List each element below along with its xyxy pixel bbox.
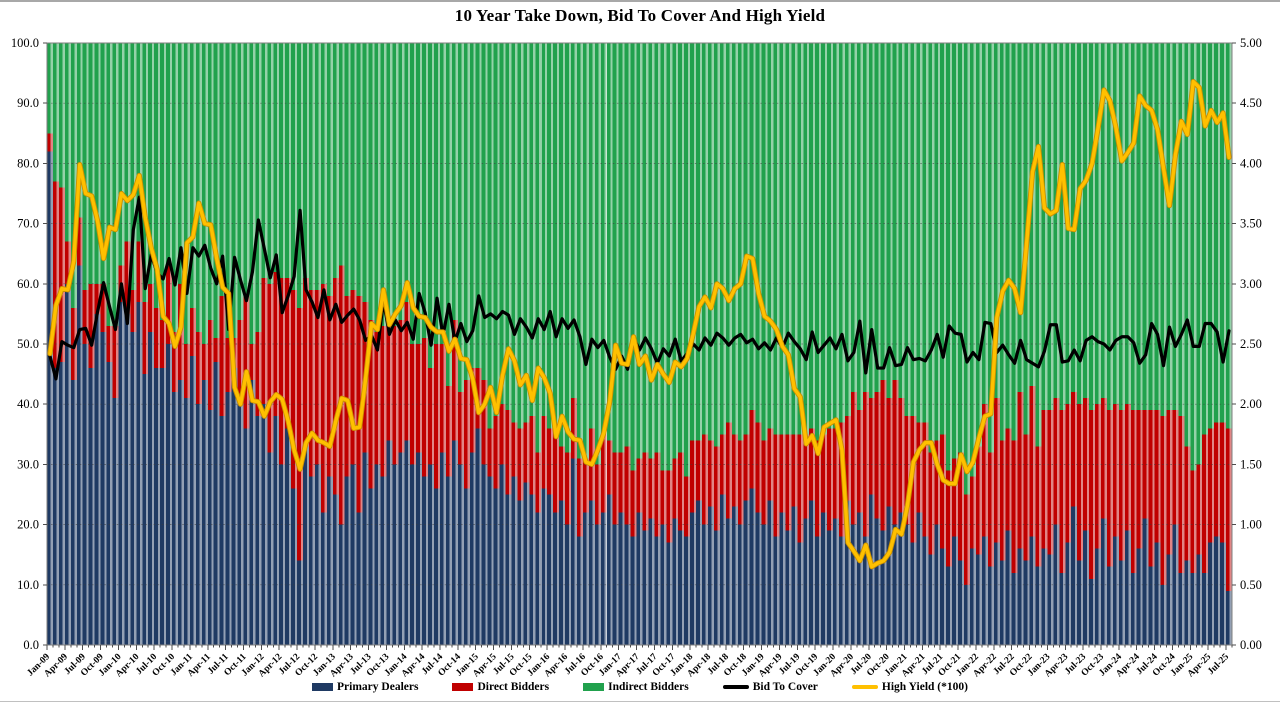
- svg-text:1.50: 1.50: [1240, 457, 1262, 471]
- primary-dealers-swatch: [312, 683, 334, 691]
- svg-text:2.50: 2.50: [1240, 337, 1262, 351]
- direct-bidders-label: Direct Bidders: [477, 681, 550, 693]
- svg-text:20.0: 20.0: [17, 518, 39, 532]
- svg-text:40.0: 40.0: [17, 397, 39, 411]
- bid-to-cover-label: Bid To Cover: [752, 681, 818, 693]
- svg-text:4.00: 4.00: [1240, 156, 1262, 170]
- legend-item-high-yield-100: High Yield (*100): [851, 681, 968, 693]
- high-yield-100-swatch: [851, 685, 878, 689]
- high-yield-line: [48, 79, 1231, 569]
- legend-item-bid-to-cover: Bid To Cover: [722, 681, 818, 693]
- axis-ticks: [43, 42, 1236, 650]
- svg-text:0.00: 0.00: [1240, 638, 1262, 652]
- svg-text:2.00: 2.00: [1240, 397, 1262, 411]
- svg-text:30.0: 30.0: [17, 457, 39, 471]
- chart-title: 10 Year Take Down, Bid To Cover And High…: [454, 6, 826, 25]
- legend-item-direct-bidders: Direct Bidders: [452, 681, 549, 693]
- bid-to-cover-line: [48, 195, 1231, 381]
- legend-item-indirect-bidders: Indirect Bidders: [583, 681, 689, 693]
- window-bottom-edge: [0, 701, 1280, 702]
- left-axis-labels: 100.0 90.0 80.0 70.0 60.0 50.0 40.0 30.0 20.0 10.…: [11, 36, 39, 652]
- high-yield-100-label: High Yield (*100): [881, 681, 968, 693]
- svg-text:Jul-25: Jul-25: [1206, 652, 1231, 677]
- direct-bidders-swatch: [452, 683, 474, 691]
- svg-text:70.0: 70.0: [17, 217, 39, 231]
- indirect-bidders-label: Indirect Bidders: [608, 681, 689, 693]
- svg-text:0.50: 0.50: [1240, 578, 1262, 592]
- svg-text:1.00: 1.00: [1240, 518, 1262, 532]
- svg-text:80.0: 80.0: [17, 156, 39, 170]
- x-axis-labels: Jan-09Apr-09Jul-09Oct-09Jan-10Apr-10Jul-…: [26, 652, 1232, 680]
- svg-text:5.00: 5.00: [1240, 36, 1262, 50]
- indirect-bidders-swatch: [583, 683, 605, 691]
- svg-text:60.0: 60.0: [17, 277, 39, 291]
- bid-to-cover-swatch: [722, 685, 749, 689]
- svg-text:10.0: 10.0: [17, 578, 39, 592]
- svg-text:3.00: 3.00: [1240, 277, 1262, 291]
- gridlines: [47, 102, 1232, 586]
- svg-text:100.0: 100.0: [11, 36, 39, 50]
- svg-text:50.0: 50.0: [17, 337, 39, 351]
- right-axis-labels: 5.00 4.50 4.00 3.50 3.00 2.50 2.00 1.50 1.00 0.50…: [1240, 36, 1262, 652]
- svg-text:0.0: 0.0: [23, 638, 39, 652]
- primary-dealers-label: Primary Dealers: [337, 681, 419, 693]
- legend-item-primary-dealers: Primary Dealers: [312, 681, 418, 693]
- chart-legend: Primary Dealers Direct Bidders Indirect Bi…: [0, 681, 1280, 693]
- svg-text:3.50: 3.50: [1240, 217, 1262, 231]
- svg-text:90.0: 90.0: [17, 96, 39, 110]
- svg-text:4.50: 4.50: [1240, 96, 1262, 110]
- window-top-edge: [0, 0, 1280, 2]
